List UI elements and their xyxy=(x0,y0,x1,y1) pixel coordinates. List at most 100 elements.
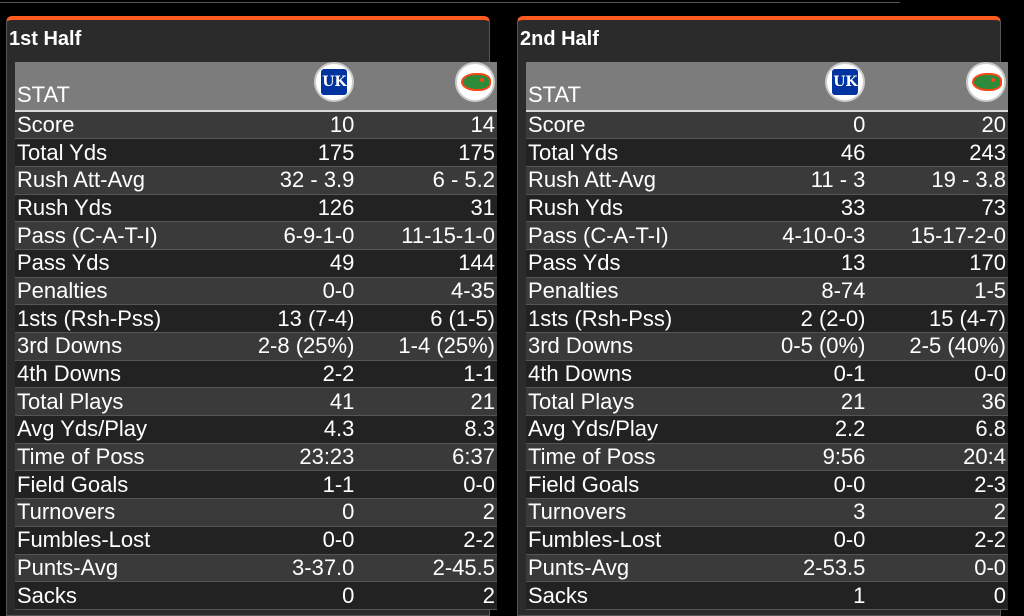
stat-label: Punts-Avg xyxy=(15,554,216,583)
stat-label: Field Goals xyxy=(15,470,216,500)
stat-label: Sacks xyxy=(526,581,727,610)
table-header: STAT UK xyxy=(15,62,497,112)
team-a-value: 23:23 xyxy=(215,443,357,472)
table-row: 4th Downs 2-2 1-1 xyxy=(15,360,497,389)
stat-label: Total Plays xyxy=(15,387,216,417)
team-b-value: 20 xyxy=(867,111,1008,140)
table-row: Punts-Avg 3-37.0 2-45.5 xyxy=(15,554,497,583)
team-a-value: 49 xyxy=(215,249,357,278)
table-row: Avg Yds/Play 4.3 8.3 xyxy=(15,415,497,444)
team-b-value: 0-0 xyxy=(867,360,1008,389)
stat-label: Sacks xyxy=(15,581,216,610)
team-b-value: 15-17-2-0 xyxy=(867,221,1008,250)
team-b-value: 31 xyxy=(356,194,497,223)
stat-label: Pass (C-A-T-I) xyxy=(526,221,727,250)
panel-title: 1st Half xyxy=(9,28,82,50)
team-a-value: 13 (7-4) xyxy=(215,304,357,333)
table-row: 1sts (Rsh-Pss) 13 (7-4) 6 (1-5) xyxy=(15,304,497,333)
team-b-value: 1-4 (25%) xyxy=(356,332,497,361)
team-b-value: 2 xyxy=(356,498,497,527)
team-a-value: 46 xyxy=(726,138,868,167)
stat-label: Penalties xyxy=(15,277,216,306)
team-b-header xyxy=(867,62,1008,112)
team-b-value: 243 xyxy=(867,138,1008,167)
table-row: Pass (C-A-T-I) 6-9-1-0 11-15-1-0 xyxy=(15,221,497,250)
table-row: 4th Downs 0-1 0-0 xyxy=(526,360,1008,389)
stat-label: 4th Downs xyxy=(526,360,727,389)
team-b-value: 144 xyxy=(356,249,497,278)
table-row: Rush Att-Avg 11 - 3 19 - 3.8 xyxy=(526,166,1008,195)
stat-label: Rush Att-Avg xyxy=(15,166,216,195)
kentucky-logo-icon: UK xyxy=(314,62,355,102)
team-b-value: 14 xyxy=(356,111,497,140)
table-row: Punts-Avg 2-53.5 0-0 xyxy=(526,554,1008,583)
stat-label: Field Goals xyxy=(526,470,727,500)
team-a-value: 13 xyxy=(726,249,868,278)
table-row: Rush Yds 33 73 xyxy=(526,194,1008,223)
team-b-value: 170 xyxy=(867,249,1008,278)
stat-label: 3rd Downs xyxy=(526,332,727,361)
team-b-value: 6 - 5.2 xyxy=(356,166,497,195)
table-row: Fumbles-Lost 0-0 2-2 xyxy=(15,526,497,555)
table-row: 1sts (Rsh-Pss) 2 (2-0) 15 (4-7) xyxy=(526,304,1008,333)
team-a-value: 2-53.5 xyxy=(726,554,868,583)
table-row: Fumbles-Lost 0-0 2-2 xyxy=(526,526,1008,555)
stat-column-header: STAT xyxy=(15,62,216,112)
team-a-value: 8-74 xyxy=(726,277,868,306)
team-a-value: 175 xyxy=(215,138,357,167)
team-b-value: 0-0 xyxy=(356,470,497,500)
team-b-value: 2 xyxy=(867,498,1008,527)
stats-table: STAT UK Score 10 14 Total Yds 175 175 Rush Att… xyxy=(15,62,497,610)
stat-label: Avg Yds/Play xyxy=(15,415,216,444)
team-b-value: 73 xyxy=(867,194,1008,223)
stat-label: Fumbles-Lost xyxy=(526,526,727,555)
stat-label: Turnovers xyxy=(15,498,216,527)
team-b-value: 0 xyxy=(867,581,1008,610)
team-b-value: 15 (4-7) xyxy=(867,304,1008,333)
table-row: Score 0 20 xyxy=(526,111,1008,140)
team-a-value: 2-2 xyxy=(215,360,357,389)
team-a-value: 9:56 xyxy=(726,443,868,472)
table-row: Penalties 8-74 1-5 xyxy=(526,277,1008,306)
stat-label: Total Plays xyxy=(526,387,727,417)
stat-label: Turnovers xyxy=(526,498,727,527)
stat-label: Pass (C-A-T-I) xyxy=(15,221,216,250)
team-b-value: 175 xyxy=(356,138,497,167)
kentucky-logo-icon: UK xyxy=(825,62,866,102)
team-a-value: 0 xyxy=(215,498,357,527)
team-a-value: 0-0 xyxy=(726,526,868,555)
stat-label: 1sts (Rsh-Pss) xyxy=(526,304,727,333)
table-row: Turnovers 3 2 xyxy=(526,498,1008,527)
team-a-value: 1-1 xyxy=(215,470,357,500)
team-b-value: 36 xyxy=(867,387,1008,417)
stat-label: Fumbles-Lost xyxy=(15,526,216,555)
team-b-value: 21 xyxy=(356,387,497,417)
stat-label: Time of Poss xyxy=(15,443,216,472)
stat-label: Pass Yds xyxy=(15,249,216,278)
panel-title: 2nd Half xyxy=(520,28,599,50)
team-a-value: 0 xyxy=(215,581,357,610)
team-a-value: 6-9-1-0 xyxy=(215,221,357,250)
team-a-value: 32 - 3.9 xyxy=(215,166,357,195)
stat-label: Total Yds xyxy=(15,138,216,167)
stat-label: Time of Poss xyxy=(526,443,727,472)
stat-label: Penalties xyxy=(526,277,727,306)
team-b-value: 6 (1-5) xyxy=(356,304,497,333)
team-b-value: 1-5 xyxy=(867,277,1008,306)
team-b-value: 19 - 3.8 xyxy=(867,166,1008,195)
team-a-value: 0-5 (0%) xyxy=(726,332,868,361)
table-row: Score 10 14 xyxy=(15,111,497,140)
stat-label: 3rd Downs xyxy=(15,332,216,361)
table-row: Total Plays 41 21 xyxy=(15,387,497,417)
table-row: Rush Att-Avg 32 - 3.9 6 - 5.2 xyxy=(15,166,497,195)
stat-column-header: STAT xyxy=(526,62,727,112)
second-half-panel: 2nd Half STAT UK Score 0 20 Total Yds 46 243 R… xyxy=(517,16,1008,616)
team-a-value: 11 - 3 xyxy=(726,166,868,195)
team-b-value: 2-45.5 xyxy=(356,554,497,583)
team-a-value: 0-0 xyxy=(215,277,357,306)
stat-label: Rush Yds xyxy=(526,194,727,223)
team-a-value: 0-0 xyxy=(215,526,357,555)
stat-label: Avg Yds/Play xyxy=(526,415,727,444)
team-a-value: 0 xyxy=(726,111,868,140)
team-a-value: 41 xyxy=(215,387,357,417)
